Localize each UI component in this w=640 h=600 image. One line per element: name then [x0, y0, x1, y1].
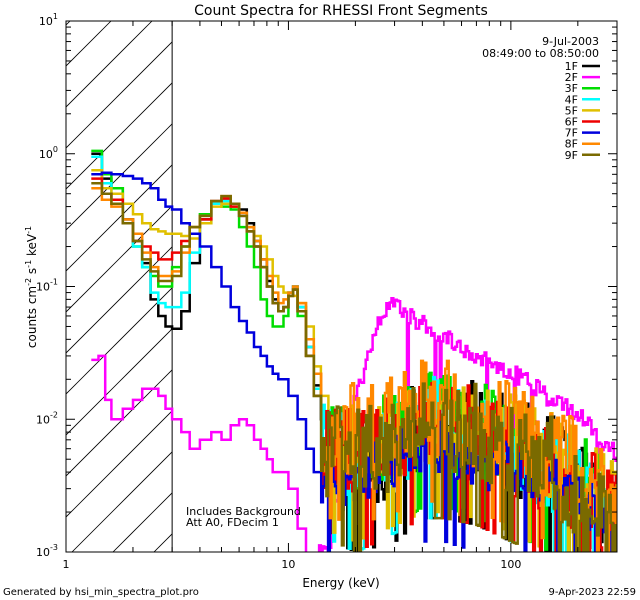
plot-date-footer: 9-Apr-2023 22:59 [549, 587, 636, 598]
axis-ticks [65, 20, 618, 553]
y-tick-label: 10-3 [36, 543, 58, 559]
legend-label-7F: 7F [565, 127, 578, 140]
hatch-line [66, 21, 153, 108]
y-axis-label: counts cm-2 s-1 keV-1 [24, 226, 39, 348]
hatch-line [66, 82, 173, 190]
x-tick-label: 1 [63, 558, 70, 571]
x-tick-label: 100 [500, 558, 521, 571]
legend-label-5F: 5F [565, 104, 578, 117]
hatch-line [66, 410, 173, 518]
y-tick-label: 100 [39, 145, 58, 161]
legend-label-9F: 9F [565, 149, 578, 162]
y-tick-labels: 10-3 10-2 10-1 100 101 [36, 12, 58, 559]
legend-label-8F: 8F [565, 138, 578, 151]
hatch-line [0, 2, 48, 600]
y-tick-label: 101 [39, 12, 58, 28]
legend-label-6F: 6F [565, 116, 578, 129]
legend-label-1F: 1F [565, 60, 578, 73]
background-note: Includes Background [186, 505, 301, 518]
series-lines [91, 149, 617, 552]
hatch-line [66, 41, 173, 149]
x-tick-labels: 1 10 100 [63, 558, 522, 571]
legend-label-4F: 4F [565, 93, 578, 106]
hatch-line [66, 21, 71, 26]
hatch-line [112, 492, 173, 552]
hatch-line [66, 246, 173, 354]
chart-title: Count Spectra for RHESSI Front Segments [194, 3, 488, 19]
legend-label-2F: 2F [565, 71, 578, 84]
y-tick-label: 10-1 [36, 278, 58, 294]
legend-label-3F: 3F [565, 82, 578, 95]
y-tick-label: 10-2 [36, 410, 58, 426]
hatch-line [66, 21, 112, 67]
date-label: 9-Jul-2003 [542, 35, 599, 48]
generated-by-footer: Generated by hsi_min_spectra_plot.pro [3, 587, 199, 598]
hatch-line [66, 205, 173, 313]
hatch-line [71, 451, 173, 552]
x-axis-label: Energy (keV) [302, 576, 379, 590]
attenuator-note: Att A0, FDecim 1 [186, 516, 279, 529]
series-line-9F [91, 181, 617, 552]
x-tick-label: 10 [281, 558, 295, 571]
time-range-label: 08:49:00 to 08:50:00 [482, 47, 599, 60]
